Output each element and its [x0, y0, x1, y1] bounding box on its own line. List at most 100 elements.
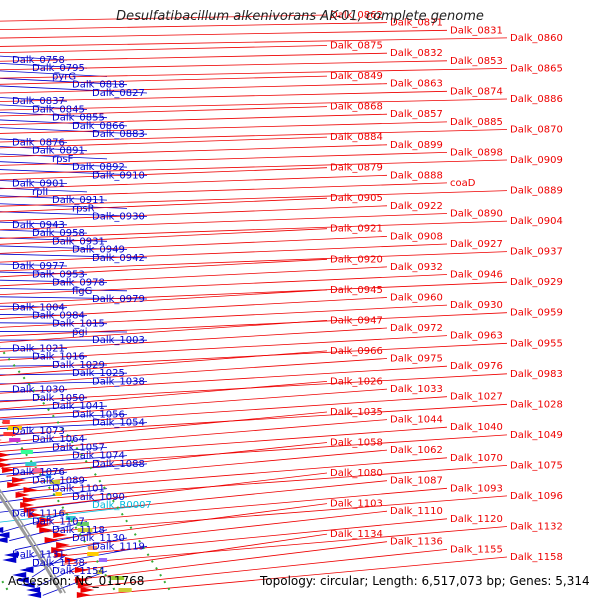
left-gene-label: Dalk_1050 [32, 393, 85, 404]
left-connector-line [0, 203, 128, 209]
right-gene-label: Dalk_1087 [390, 476, 443, 487]
left-connector-line [0, 245, 128, 250]
right-connector-line [0, 60, 448, 71]
right-gene-label: Dalk_0831 [450, 25, 503, 36]
right-connector-line [0, 388, 388, 419]
right-connector-line [0, 197, 328, 213]
right-connector-line [0, 220, 508, 239]
right-gene-label: Dalk_0937 [510, 247, 563, 258]
left-gene-label: Dalk_1038 [92, 376, 145, 387]
left-gene-label: Dalk_0876 [12, 137, 65, 148]
left-gene-label: Dalk_1029 [52, 360, 105, 371]
right-gene-label: Dalk_0885 [450, 117, 503, 128]
left-gene-label: Dalk_0891 [32, 146, 85, 157]
right-gene-label: Dalk_0870 [510, 125, 563, 136]
right-connector-line [0, 113, 388, 126]
left-connector-line [0, 237, 108, 242]
left-gene-label: Dalk_1015 [52, 319, 105, 330]
right-connector-line [0, 22, 388, 30]
right-connector-line [0, 205, 388, 222]
right-gene-label: Dalk_0898 [450, 147, 503, 158]
right-connector-line [6, 442, 328, 477]
right-connector-line [0, 190, 508, 207]
left-connector-line [0, 488, 108, 503]
forward-strand-gene [76, 592, 91, 598]
right-connector-line [0, 304, 448, 328]
right-connector-line [0, 90, 448, 102]
right-gene-label: Dalk_1027 [450, 392, 503, 403]
cog-block [2, 420, 10, 424]
left-gene-label: Dalk_1073 [12, 426, 65, 437]
label-connector-lines [0, 14, 508, 597]
forward-strand-gene [15, 492, 30, 498]
cog-block [65, 516, 76, 520]
right-connector-line [0, 381, 328, 410]
left-connector-line [0, 127, 148, 135]
backbone-line-inner [0, 488, 66, 594]
left-connector-line [0, 221, 68, 226]
right-gene-label: Dalk_0963 [450, 331, 503, 342]
left-connector-line [0, 211, 148, 217]
right-connector-line [0, 52, 388, 62]
forward-strand-gene [23, 507, 38, 513]
right-gene-label: Dalk_0905 [330, 193, 383, 204]
left-gene-label: Dalk_1090 [72, 492, 125, 503]
forward-strand-gene [2, 467, 17, 473]
right-gene-label: Dalk_0890 [450, 209, 503, 220]
left-gene-label: pyrG [52, 72, 76, 83]
left-gene-label: Dalk_0979 [92, 294, 145, 305]
left-connector-line [0, 479, 88, 493]
left-gene-label: flgG [72, 286, 92, 297]
cog-block [111, 576, 125, 580]
right-gene-label: Dalk_1040 [450, 422, 503, 433]
right-connector-line [53, 510, 388, 549]
right-connector-line [0, 312, 508, 337]
right-gene-label: Dalk_1070 [450, 453, 503, 464]
cog-block [50, 480, 60, 484]
cog-block [32, 468, 44, 472]
forward-strand-gene [0, 462, 12, 468]
right-connector-line [0, 350, 328, 376]
right-gene-label: Dalk_0860 [510, 33, 563, 44]
cog-block [60, 510, 66, 514]
left-gene-label: Dalk_0818 [72, 80, 125, 91]
backbone-line [0, 493, 63, 594]
right-connector-line [0, 14, 328, 22]
left-connector-line [37, 562, 88, 587]
forward-strand-gene [12, 477, 27, 483]
right-connector-line [0, 159, 508, 175]
right-gene-label: Dalk_1026 [330, 376, 383, 387]
left-connector-line [0, 180, 68, 184]
left-gene-label: Dalk_1116 [12, 508, 65, 519]
cog-block [87, 552, 99, 556]
right-connector-line [0, 289, 328, 310]
right-gene-label: Dalk_0888 [390, 170, 443, 181]
left-gene-label: Dalk_1054 [92, 418, 145, 429]
left-gene-label: Dalk_0758 [12, 55, 65, 66]
right-gene-label: Dalk_1134 [330, 529, 383, 540]
right-connector-line [28, 472, 328, 509]
right-connector-line [58, 518, 448, 557]
right-connector-line [0, 167, 328, 181]
reverse-strand-gene [14, 577, 29, 583]
forward-strand-gene [39, 527, 54, 533]
right-gene-label: Dalk_1033 [390, 384, 443, 395]
right-gene-label: Dalk_0929 [510, 277, 563, 288]
right-connector-line [17, 457, 448, 493]
left-gene-label: Dalk_1131 [12, 550, 65, 561]
right-connector-line [0, 327, 388, 352]
left-gene-label: Dalk_0958 [32, 228, 85, 239]
reverse-strand-gene [0, 532, 10, 538]
reverse-strand-gene [3, 552, 18, 558]
reverse-strand-gene [26, 587, 41, 593]
cog-block [88, 546, 98, 550]
left-connector-line [0, 331, 128, 333]
right-gene-label: Dalk_0947 [330, 315, 383, 326]
cog-block [98, 558, 108, 562]
left-connector-line [0, 422, 148, 429]
left-gene-label: rplI [32, 187, 48, 198]
left-connector-line [14, 529, 108, 551]
right-connector-line [33, 480, 388, 517]
reverse-strand-gene [12, 572, 27, 578]
